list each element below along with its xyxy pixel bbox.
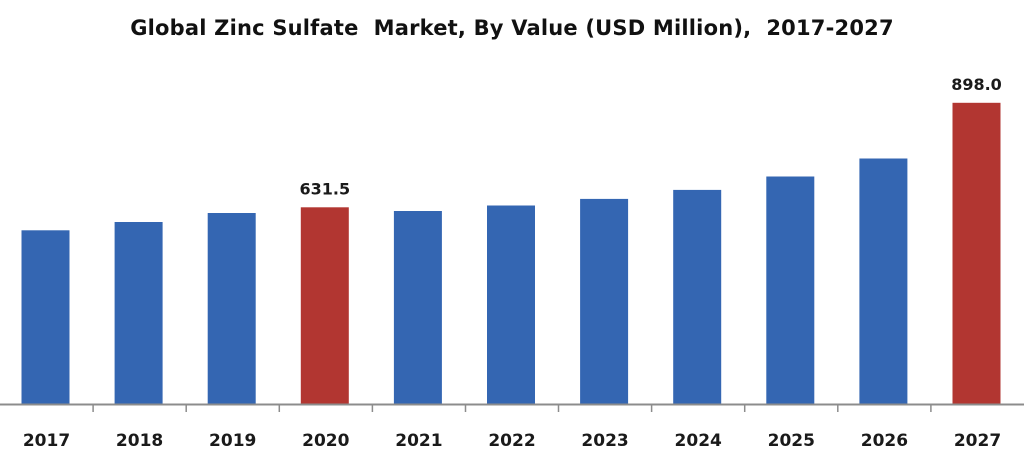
bar-2026 [859,158,908,404]
data-label-2027: 898.0 [951,75,1002,94]
x-axis: 2017 2018 2019 2020 2021 2022 2023 2024 2025 2026… [0,403,1024,451]
bar-2022 [487,205,535,404]
x-tick-label-2026: 2026 [861,431,908,451]
bar-2027 [952,102,1001,405]
bar-2025 [766,176,815,404]
chart-title: Global Zinc Sulfate Market, By Value (US… [130,16,894,40]
x-tick-label-2022: 2022 [488,431,535,451]
x-tick-label-2020: 2020 [302,431,349,451]
x-tick-label-2019: 2019 [209,431,256,451]
bar-2023 [580,198,629,404]
x-tick-label-2018: 2018 [116,431,163,451]
x-tick-label-2021: 2021 [395,431,442,451]
x-tick-label-2017: 2017 [23,431,70,451]
bars-group [21,102,1001,405]
bar-2020 [300,207,349,404]
x-tick-label-2024: 2024 [675,431,722,451]
bar-2018 [114,222,163,404]
x-tick-label-2027: 2027 [954,431,1001,451]
x-tick-label-2023: 2023 [581,431,628,451]
bar-2017 [21,230,70,404]
bar-2024 [673,189,722,404]
data-labels-group: 631.5 898.0 [299,75,1001,199]
data-label-2020: 631.5 [299,179,350,198]
bar-2021 [393,211,442,404]
bar-2019 [207,213,256,404]
x-tick-label-2025: 2025 [768,431,815,451]
